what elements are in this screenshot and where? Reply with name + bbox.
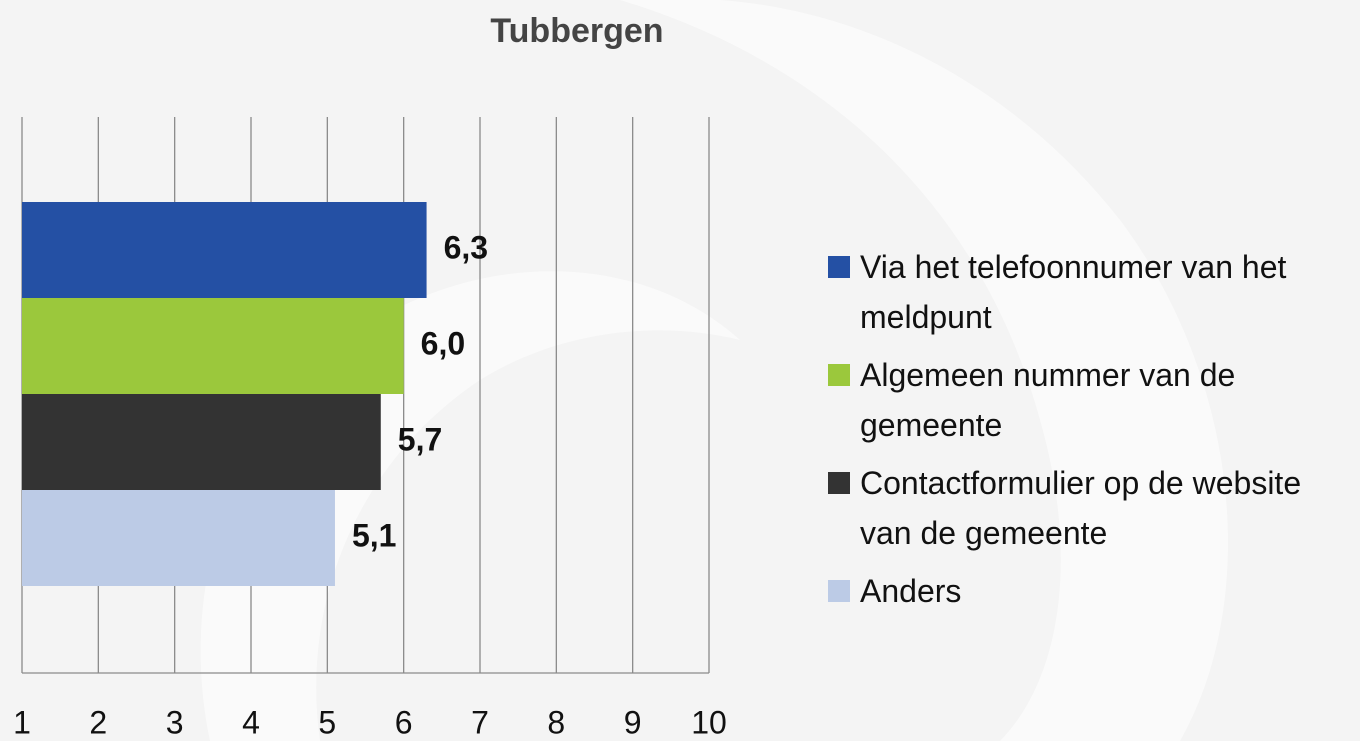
data-label: 6,0 xyxy=(421,325,465,361)
x-tick-label: 5 xyxy=(318,704,336,740)
x-tick-label: 6 xyxy=(395,704,413,740)
x-tick-label: 1 xyxy=(13,704,31,740)
x-tick-label: 9 xyxy=(624,704,642,740)
legend-swatch xyxy=(828,256,850,278)
legend: Via het telefoonnumer van het meldpunt Al… xyxy=(828,242,1358,624)
data-label: 5,7 xyxy=(398,421,442,457)
legend-swatch xyxy=(828,472,850,494)
legend-label: Via het telefoonnumer van het meldpunt xyxy=(860,249,1287,335)
legend-entry: Algemeen nummer van de gemeente xyxy=(828,350,1358,450)
x-tick-label: 8 xyxy=(547,704,565,740)
data-label: 6,3 xyxy=(444,229,488,265)
legend-entry: Via het telefoonnumer van het meldpunt xyxy=(828,242,1358,342)
legend-label: Anders xyxy=(860,573,962,609)
data-label: 5,1 xyxy=(352,517,396,553)
bar xyxy=(22,202,427,298)
bar xyxy=(22,490,335,586)
legend-entry: Anders xyxy=(828,566,1358,616)
x-tick-label: 4 xyxy=(242,704,260,740)
legend-entry: Contactformulier op de website van de ge… xyxy=(828,458,1358,558)
x-tick-label: 10 xyxy=(691,704,727,740)
x-tick-label: 2 xyxy=(89,704,107,740)
legend-swatch xyxy=(828,580,850,602)
legend-swatch xyxy=(828,364,850,386)
chart-title: Tubbergen xyxy=(490,12,663,50)
bar xyxy=(22,298,404,394)
legend-label: Contactformulier op de website van de ge… xyxy=(860,465,1302,551)
x-tick-label: 3 xyxy=(166,704,184,740)
bar xyxy=(22,394,381,490)
x-tick-label: 7 xyxy=(471,704,489,740)
legend-label: Algemeen nummer van de gemeente xyxy=(860,357,1236,443)
